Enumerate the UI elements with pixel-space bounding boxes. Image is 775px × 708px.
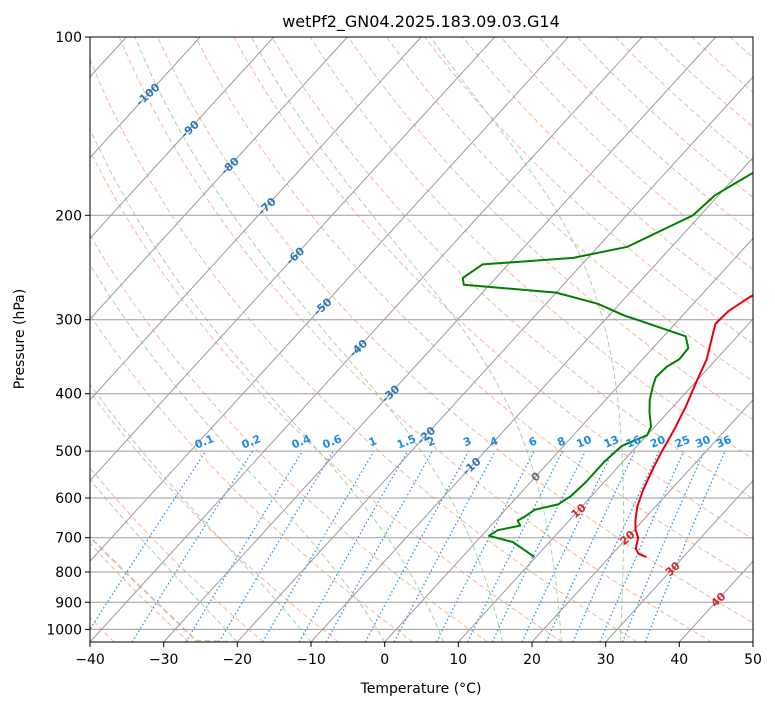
- dewpoint-profile-line: [461, 171, 753, 558]
- mixing-ratio-line: [90, 450, 207, 631]
- y-tick-label: 300: [55, 313, 82, 329]
- x-tick-label: 20: [523, 652, 541, 668]
- y-tick-label: 600: [55, 491, 82, 507]
- mixing-ratio-line: [325, 450, 434, 642]
- isotherm-line: [90, 37, 569, 562]
- mixing-ratio-line: [466, 450, 564, 642]
- y-tick-label: 800: [55, 565, 82, 581]
- pressure-gridlines: [90, 37, 753, 630]
- x-axis-ticks: −40 −30 −20 −10 0 10 20 30 40 50: [75, 642, 762, 668]
- dry-adiabat-line: [386, 37, 753, 382]
- dry-adiabat-line: [118, 37, 712, 642]
- dry-adiabat-line: [157, 37, 753, 624]
- mixing-ratio-label: 30: [693, 433, 712, 451]
- x-tick-label: −30: [149, 652, 179, 668]
- y-axis-ticks: 100 200 300 400 500 600 700 800 900 1000: [46, 30, 90, 638]
- mixing-ratio-label: 16: [624, 433, 643, 451]
- dry-adiabat-line: [90, 149, 563, 642]
- isotherm-line: [90, 37, 422, 401]
- isotherm-line: [384, 237, 753, 642]
- moist-adiabat-line: [90, 263, 386, 642]
- x-tick-label: 10: [449, 652, 467, 668]
- mixing-ratio-label: 8: [555, 434, 567, 449]
- moist-adiabat-line: [430, 37, 625, 642]
- y-axis-label: Pressure (hPa): [12, 289, 28, 389]
- isotherm-line: [310, 156, 753, 642]
- y-tick-label: 100: [55, 30, 82, 46]
- moist-adiabat-line: [134, 37, 503, 642]
- chart-title: wetPf2_GN04.2025.183.09.03.G14: [282, 12, 560, 32]
- mixing-ratio-line: [185, 450, 304, 642]
- temperature-profile-line: [634, 294, 753, 559]
- mixing-ratio-line: [621, 450, 705, 642]
- dry-adiabat-line: [90, 58, 638, 642]
- y-tick-label: 400: [55, 387, 82, 403]
- reference-curve: [90, 535, 238, 642]
- y-tick-label: 900: [55, 595, 82, 611]
- dry-adiabats: [90, 37, 753, 642]
- mixing-ratio-lines: [90, 450, 726, 642]
- x-tick-label: −40: [75, 652, 105, 668]
- isotherm-line: [90, 37, 496, 482]
- isotherm-line: [605, 479, 753, 642]
- mixing-ratio-line: [393, 450, 496, 642]
- mixing-ratio-line: [364, 450, 470, 642]
- y-tick-label: 500: [55, 444, 82, 460]
- isotherm-line: [90, 37, 275, 240]
- x-tick-label: 50: [744, 652, 762, 668]
- moist-adiabat-line: [90, 128, 445, 642]
- isotherms: [90, 37, 753, 642]
- mixing-ratio-line: [599, 450, 685, 642]
- plot-frame: [89, 36, 754, 643]
- x-tick-label: −10: [296, 652, 326, 668]
- x-tick-label: 0: [380, 652, 389, 668]
- x-tick-label: 40: [670, 652, 688, 668]
- mixing-ratio-line: [131, 450, 254, 642]
- dry-adiabat-line: [90, 391, 339, 642]
- y-tick-label: 1000: [46, 622, 82, 638]
- mixing-ratio-label: 25: [673, 433, 692, 451]
- isotherm-line: [90, 37, 643, 642]
- x-tick-label: −20: [223, 652, 253, 668]
- isotherm-line: [531, 399, 753, 642]
- reference-curve-line: [90, 535, 238, 642]
- isotherm-line: [457, 318, 753, 642]
- mixing-ratio-line: [572, 450, 660, 642]
- y-tick-label: 700: [55, 531, 82, 547]
- mixing-ratio-label: 36: [714, 433, 733, 451]
- isotherm-line: [163, 37, 717, 642]
- mixing-ratio-label: 2: [425, 434, 437, 449]
- dry-adiabat-line: [271, 37, 753, 500]
- isotherm-line: [90, 37, 348, 320]
- mixing-ratio-label: 1: [367, 434, 379, 449]
- dry-adiabat-line: [309, 37, 753, 460]
- mixing-ratio-label: 20: [648, 433, 667, 451]
- dry-adiabat-line: [195, 37, 753, 582]
- moist-adiabats: [90, 37, 625, 642]
- isotherm-line: [236, 76, 753, 642]
- mixing-ratio-label: 10: [575, 433, 594, 451]
- profile-series: [461, 171, 753, 559]
- dry-adiabat-line: [424, 37, 753, 344]
- mixing-ratio-label: 3: [461, 434, 473, 449]
- x-tick-label: 30: [597, 652, 615, 668]
- moist-adiabat-line: [250, 37, 562, 642]
- x-axis-label: Temperature (°C): [360, 681, 482, 697]
- isotherm-line: [90, 37, 201, 159]
- mixing-ratio-label: 13: [602, 433, 621, 451]
- y-tick-label: 200: [55, 208, 82, 224]
- moist-adiabat-line: [90, 478, 238, 642]
